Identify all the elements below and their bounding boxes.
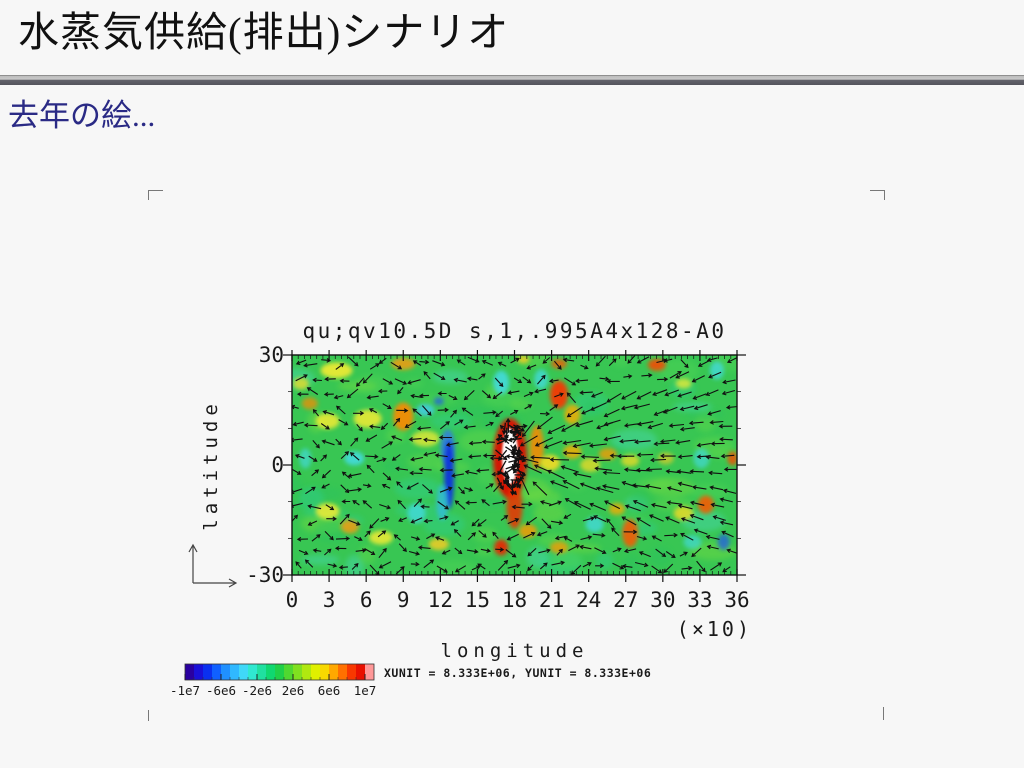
- x-tick-label: 36: [724, 588, 749, 612]
- x-tick-label: 3: [323, 588, 336, 612]
- colorbar: -1e7 -6e6 -2e6 2e6 6e6 1e7: [170, 663, 377, 698]
- x-tick-label: 6: [360, 588, 373, 612]
- x-tick-label: 15: [465, 588, 490, 612]
- slide-subtitle: 去年の絵...: [8, 98, 156, 133]
- corner-mark-bottom-left: [148, 710, 149, 721]
- colorbar-label: 1e7: [354, 683, 377, 698]
- x-tick-label: 12: [428, 588, 453, 612]
- x-tick-label: 21: [539, 588, 564, 612]
- x-axis-label: longitude: [441, 640, 589, 662]
- axes: [283, 350, 746, 582]
- x-tick-label: 27: [613, 588, 638, 612]
- y-axis-label: latitude: [200, 399, 222, 531]
- vector-field-layer: [292, 355, 737, 575]
- x-tick-label: 0: [286, 588, 299, 612]
- colorbar-label: -6e6: [206, 683, 236, 698]
- y-tick-label: 0: [271, 453, 284, 477]
- colorbar-label: -2e6: [242, 683, 272, 698]
- x-tick-label: 33: [687, 588, 712, 612]
- units-note: XUNIT = 8.333E+06, YUNIT = 8.333E+06: [384, 666, 651, 680]
- corner-mark-bottom-right: [883, 707, 884, 720]
- plot-svg: qu;qv10.5D s,1,.995A4x128-A00 3 6 9 12 15 18 21…: [170, 319, 752, 698]
- axes-orientation-glyph: [188, 543, 238, 588]
- heatmap-layer: [292, 355, 737, 575]
- figure-vector-heatmap: qu;qv10.5D s,1,.995A4x128-A0 0 3 6 9 12 15 18 21…: [160, 305, 780, 705]
- y-tick-label: 30: [259, 343, 284, 367]
- x-tick-label: 9: [397, 588, 410, 612]
- corner-mark-top-right: [870, 190, 885, 200]
- plot-title: qu;qv10.5D s,1,.995A4x128-A0: [302, 319, 726, 343]
- x-tick-label: 30: [650, 588, 675, 612]
- y-tick-label: -30: [246, 563, 284, 587]
- colorbar-label: 2e6: [282, 683, 305, 698]
- x-scale-note: (×10): [677, 617, 752, 641]
- x-tick-label: 24: [576, 588, 601, 612]
- corner-mark-top-left: [148, 190, 163, 200]
- slide-title: 水蒸気供給(排出)シナリオ: [18, 9, 510, 55]
- colorbar-label: -1e7: [170, 683, 200, 698]
- colorbar-label: 6e6: [318, 683, 341, 698]
- title-divider: [0, 75, 1024, 85]
- x-tick-label: 18: [502, 588, 527, 612]
